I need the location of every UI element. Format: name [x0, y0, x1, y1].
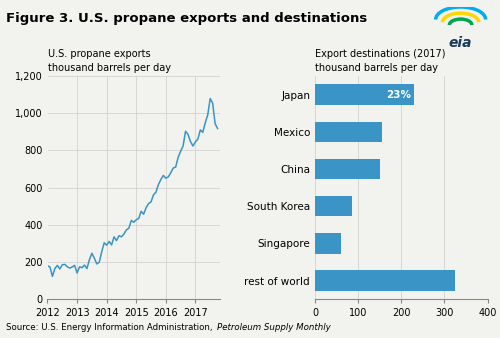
Bar	[315, 270, 455, 291]
Bar	[315, 233, 341, 254]
Text: thousand barrels per day: thousand barrels per day	[48, 63, 170, 73]
Text: U.S. propane exports: U.S. propane exports	[48, 49, 150, 59]
Bar	[315, 84, 414, 105]
Bar	[315, 196, 352, 216]
Text: Figure 3. U.S. propane exports and destinations: Figure 3. U.S. propane exports and desti…	[6, 12, 367, 25]
Text: Export destinations (2017): Export destinations (2017)	[315, 49, 446, 59]
Text: thousand barrels per day: thousand barrels per day	[315, 63, 438, 73]
Text: eia: eia	[449, 36, 472, 50]
Bar	[315, 159, 380, 179]
Bar	[315, 122, 382, 142]
Text: Source: U.S. Energy Information Administration,: Source: U.S. Energy Information Administ…	[6, 323, 215, 332]
Text: Petroleum Supply Monthly: Petroleum Supply Monthly	[217, 323, 331, 332]
Text: 23%: 23%	[386, 90, 410, 100]
